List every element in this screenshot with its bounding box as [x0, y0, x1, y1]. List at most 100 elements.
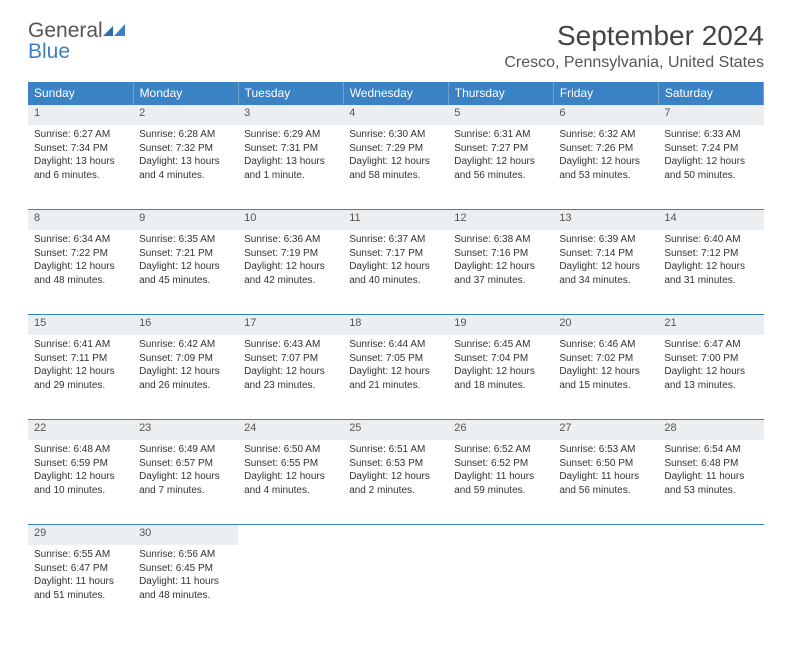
day-content: Sunrise: 6:55 AMSunset: 6:47 PMDaylight:…	[28, 545, 133, 608]
day-cell: Sunrise: 6:51 AMSunset: 6:53 PMDaylight:…	[343, 440, 448, 525]
sunset-text: Sunset: 7:19 PM	[244, 247, 337, 261]
day-content: Sunrise: 6:33 AMSunset: 7:24 PMDaylight:…	[658, 125, 763, 188]
sunrise-text: Sunrise: 6:48 AM	[34, 443, 127, 457]
day-number-cell: 23	[133, 420, 238, 441]
day-content: Sunrise: 6:44 AMSunset: 7:05 PMDaylight:…	[343, 335, 448, 398]
day-cell: Sunrise: 6:53 AMSunset: 6:50 PMDaylight:…	[553, 440, 658, 525]
day-number-row: 2930	[28, 525, 764, 546]
sunrise-text: Sunrise: 6:56 AM	[139, 548, 232, 562]
day-content: Sunrise: 6:35 AMSunset: 7:21 PMDaylight:…	[133, 230, 238, 293]
day-number-cell: 22	[28, 420, 133, 441]
daylight-text: Daylight: 12 hours and 58 minutes.	[349, 155, 442, 182]
sunset-text: Sunset: 6:53 PM	[349, 457, 442, 471]
daylight-text: Daylight: 12 hours and 18 minutes.	[454, 365, 547, 392]
day-content: Sunrise: 6:52 AMSunset: 6:52 PMDaylight:…	[448, 440, 553, 503]
day-content: Sunrise: 6:39 AMSunset: 7:14 PMDaylight:…	[553, 230, 658, 293]
daylight-text: Daylight: 11 hours and 53 minutes.	[664, 470, 757, 497]
sunrise-text: Sunrise: 6:40 AM	[664, 233, 757, 247]
day-cell: Sunrise: 6:52 AMSunset: 6:52 PMDaylight:…	[448, 440, 553, 525]
day-number-cell: 6	[553, 105, 658, 126]
sunset-text: Sunset: 7:05 PM	[349, 352, 442, 366]
day-cell: Sunrise: 6:30 AMSunset: 7:29 PMDaylight:…	[343, 125, 448, 210]
sunrise-text: Sunrise: 6:42 AM	[139, 338, 232, 352]
sunrise-text: Sunrise: 6:55 AM	[34, 548, 127, 562]
day-number-cell: 26	[448, 420, 553, 441]
sunrise-text: Sunrise: 6:30 AM	[349, 128, 442, 142]
day-number-cell: 13	[553, 210, 658, 231]
sunrise-text: Sunrise: 6:35 AM	[139, 233, 232, 247]
day-cell: Sunrise: 6:36 AMSunset: 7:19 PMDaylight:…	[238, 230, 343, 315]
daylight-text: Daylight: 12 hours and 34 minutes.	[559, 260, 652, 287]
day-cell: Sunrise: 6:33 AMSunset: 7:24 PMDaylight:…	[658, 125, 763, 210]
sunset-text: Sunset: 7:16 PM	[454, 247, 547, 261]
sunset-text: Sunset: 7:02 PM	[559, 352, 652, 366]
page-header: General Blue September 2024 Cresco, Penn…	[28, 20, 764, 72]
day-cell: Sunrise: 6:27 AMSunset: 7:34 PMDaylight:…	[28, 125, 133, 210]
day-cell: Sunrise: 6:34 AMSunset: 7:22 PMDaylight:…	[28, 230, 133, 315]
location-text: Cresco, Pennsylvania, United States	[504, 54, 764, 72]
sunrise-text: Sunrise: 6:44 AM	[349, 338, 442, 352]
sunrise-text: Sunrise: 6:38 AM	[454, 233, 547, 247]
sunset-text: Sunset: 7:04 PM	[454, 352, 547, 366]
day-number-cell: 11	[343, 210, 448, 231]
week-row: Sunrise: 6:55 AMSunset: 6:47 PMDaylight:…	[28, 545, 764, 629]
sunset-text: Sunset: 6:47 PM	[34, 562, 127, 576]
day-cell	[658, 545, 763, 629]
sunset-text: Sunset: 6:55 PM	[244, 457, 337, 471]
day-number-cell: 18	[343, 315, 448, 336]
day-number-cell	[553, 525, 658, 546]
day-content: Sunrise: 6:42 AMSunset: 7:09 PMDaylight:…	[133, 335, 238, 398]
sunset-text: Sunset: 7:21 PM	[139, 247, 232, 261]
sunrise-text: Sunrise: 6:28 AM	[139, 128, 232, 142]
sunrise-text: Sunrise: 6:41 AM	[34, 338, 127, 352]
day-number-cell: 2	[133, 105, 238, 126]
day-content: Sunrise: 6:49 AMSunset: 6:57 PMDaylight:…	[133, 440, 238, 503]
day-content: Sunrise: 6:43 AMSunset: 7:07 PMDaylight:…	[238, 335, 343, 398]
day-cell: Sunrise: 6:41 AMSunset: 7:11 PMDaylight:…	[28, 335, 133, 420]
sunrise-text: Sunrise: 6:36 AM	[244, 233, 337, 247]
daylight-text: Daylight: 12 hours and 13 minutes.	[664, 365, 757, 392]
sunrise-text: Sunrise: 6:51 AM	[349, 443, 442, 457]
sunset-text: Sunset: 7:24 PM	[664, 142, 757, 156]
day-content: Sunrise: 6:27 AMSunset: 7:34 PMDaylight:…	[28, 125, 133, 188]
weekday-header: Wednesday	[343, 82, 448, 105]
sunrise-text: Sunrise: 6:54 AM	[664, 443, 757, 457]
sunset-text: Sunset: 6:52 PM	[454, 457, 547, 471]
daylight-text: Daylight: 12 hours and 2 minutes.	[349, 470, 442, 497]
daylight-text: Daylight: 12 hours and 42 minutes.	[244, 260, 337, 287]
day-cell: Sunrise: 6:54 AMSunset: 6:48 PMDaylight:…	[658, 440, 763, 525]
sunrise-text: Sunrise: 6:53 AM	[559, 443, 652, 457]
sunrise-text: Sunrise: 6:52 AM	[454, 443, 547, 457]
day-number-row: 22232425262728	[28, 420, 764, 441]
daylight-text: Daylight: 12 hours and 4 minutes.	[244, 470, 337, 497]
sunrise-text: Sunrise: 6:39 AM	[559, 233, 652, 247]
day-cell: Sunrise: 6:44 AMSunset: 7:05 PMDaylight:…	[343, 335, 448, 420]
sunrise-text: Sunrise: 6:46 AM	[559, 338, 652, 352]
week-row: Sunrise: 6:27 AMSunset: 7:34 PMDaylight:…	[28, 125, 764, 210]
day-number-cell: 10	[238, 210, 343, 231]
sunrise-text: Sunrise: 6:29 AM	[244, 128, 337, 142]
day-cell: Sunrise: 6:28 AMSunset: 7:32 PMDaylight:…	[133, 125, 238, 210]
daylight-text: Daylight: 12 hours and 15 minutes.	[559, 365, 652, 392]
day-cell: Sunrise: 6:42 AMSunset: 7:09 PMDaylight:…	[133, 335, 238, 420]
daylight-text: Daylight: 11 hours and 59 minutes.	[454, 470, 547, 497]
daylight-text: Daylight: 12 hours and 56 minutes.	[454, 155, 547, 182]
day-content: Sunrise: 6:40 AMSunset: 7:12 PMDaylight:…	[658, 230, 763, 293]
week-row: Sunrise: 6:34 AMSunset: 7:22 PMDaylight:…	[28, 230, 764, 315]
day-cell: Sunrise: 6:55 AMSunset: 6:47 PMDaylight:…	[28, 545, 133, 629]
sunset-text: Sunset: 6:45 PM	[139, 562, 232, 576]
sunset-text: Sunset: 6:50 PM	[559, 457, 652, 471]
daylight-text: Daylight: 12 hours and 53 minutes.	[559, 155, 652, 182]
day-cell: Sunrise: 6:31 AMSunset: 7:27 PMDaylight:…	[448, 125, 553, 210]
day-number-cell: 1	[28, 105, 133, 126]
calendar-table: SundayMondayTuesdayWednesdayThursdayFrid…	[28, 82, 764, 629]
day-content: Sunrise: 6:38 AMSunset: 7:16 PMDaylight:…	[448, 230, 553, 293]
day-number-row: 891011121314	[28, 210, 764, 231]
day-cell: Sunrise: 6:48 AMSunset: 6:59 PMDaylight:…	[28, 440, 133, 525]
month-title: September 2024	[504, 20, 764, 52]
day-content: Sunrise: 6:47 AMSunset: 7:00 PMDaylight:…	[658, 335, 763, 398]
sunset-text: Sunset: 7:00 PM	[664, 352, 757, 366]
day-content: Sunrise: 6:28 AMSunset: 7:32 PMDaylight:…	[133, 125, 238, 188]
daylight-text: Daylight: 11 hours and 56 minutes.	[559, 470, 652, 497]
day-number-cell	[658, 525, 763, 546]
